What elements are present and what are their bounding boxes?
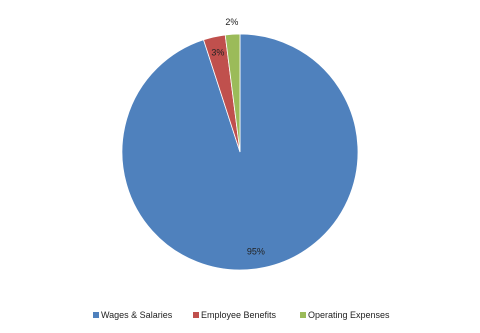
data-label: 2% xyxy=(225,17,238,27)
legend-label: Wages & Salaries xyxy=(101,310,173,320)
legend-swatch xyxy=(193,312,199,318)
pie-slice xyxy=(224,33,241,153)
legend-swatch xyxy=(300,312,306,318)
data-label: 95% xyxy=(247,247,265,257)
legend-label: Operating Expenses xyxy=(308,310,390,320)
legend-label: Employee Benefits xyxy=(201,310,277,320)
legend-swatch xyxy=(93,312,99,318)
data-label: 3% xyxy=(211,47,224,57)
